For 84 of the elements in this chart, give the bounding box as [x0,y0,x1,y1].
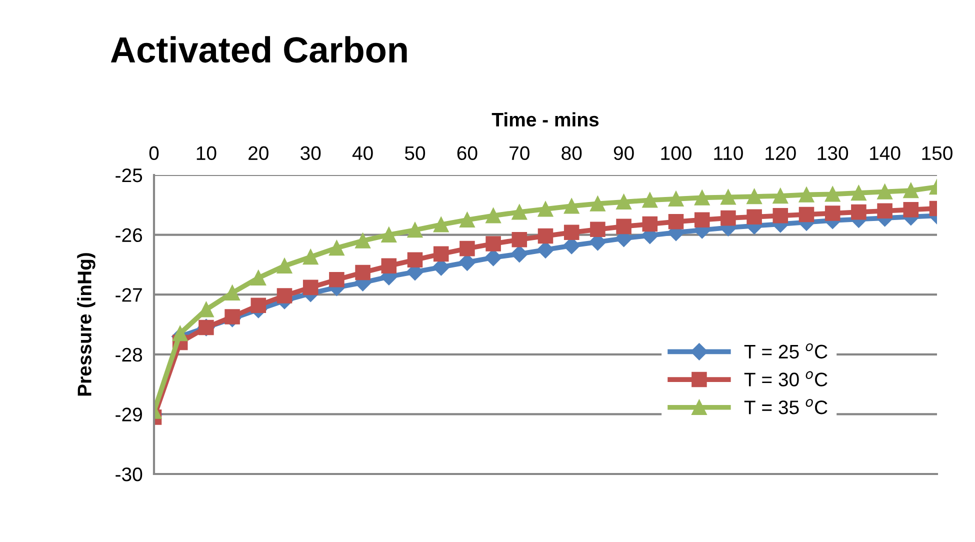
point [877,203,892,219]
point [694,190,710,206]
point [564,224,580,240]
point [329,240,344,256]
x-tick-label: 50 [404,146,426,160]
point [903,182,919,198]
point [720,189,736,205]
point [486,208,501,224]
point [590,196,606,212]
x-tick-label: 110 [714,146,743,160]
y-axis-title: Pressure (inHg) [77,253,96,396]
point [851,185,866,201]
point [746,209,762,224]
point [355,264,370,280]
y-tick-label: -26 [116,228,142,242]
x-tick-label: 40 [352,146,373,160]
x-tick-label: 140 [870,146,900,160]
x-tick-label: 0 [149,146,159,160]
point [329,272,344,288]
point [851,204,866,220]
point [590,222,606,238]
point [250,270,266,286]
x-tick-label: 20 [248,146,268,160]
point [642,192,658,208]
point [276,258,292,274]
point [824,186,840,202]
x-tick-label: 120 [766,146,796,160]
point [381,227,397,242]
x-tick-label: 10 [196,146,216,160]
chart-title: Activated Carbon [110,36,407,63]
point [642,216,658,232]
point [512,232,528,248]
point [564,198,580,214]
point [433,246,449,262]
point [746,188,762,204]
point [302,249,318,265]
point [772,208,788,224]
point [668,191,684,207]
y-tick-label: -25 [116,168,142,182]
x-tick-label: 130 [818,146,848,160]
legend-label: T = 30 $^{o}$C [744,371,828,386]
point [460,240,475,256]
point [172,326,188,342]
point [668,214,684,230]
legend-label: T = 25 $^{o}$C [744,343,828,359]
point [407,222,423,238]
y-tick-label: -29 [116,408,142,422]
point [512,204,528,220]
x-tick-label: 90 [614,146,634,160]
point [224,309,240,324]
x-tick-label: 80 [562,146,582,160]
point [798,206,814,222]
point [250,298,266,314]
point [616,194,632,210]
point [381,258,397,274]
point [798,187,814,202]
point [433,216,449,232]
point [355,233,370,248]
point [538,201,554,217]
x-tick-label: 70 [510,146,530,160]
point [616,218,632,234]
point [510,245,528,262]
y-tick-label: -30 [116,467,142,482]
x-tick-label: 60 [457,146,478,160]
point [538,228,554,244]
point [720,210,736,226]
x-tick-label: 150 [922,146,952,160]
legend-label: T = 35 $^{o}$C [744,399,828,414]
y-tick-label: -27 [116,288,142,302]
point [694,212,710,228]
x-axis-title: Time - mins [492,112,599,127]
point [407,252,423,268]
y-tick-label: -28 [116,348,142,362]
point [460,212,475,228]
x-tick-label: 100 [661,146,692,160]
point [824,206,840,221]
point [302,280,318,296]
point [877,184,892,200]
point [486,236,501,252]
point [772,188,788,204]
point [276,288,292,304]
x-tick-label: 30 [300,146,321,160]
point [903,202,919,218]
point [224,285,240,300]
